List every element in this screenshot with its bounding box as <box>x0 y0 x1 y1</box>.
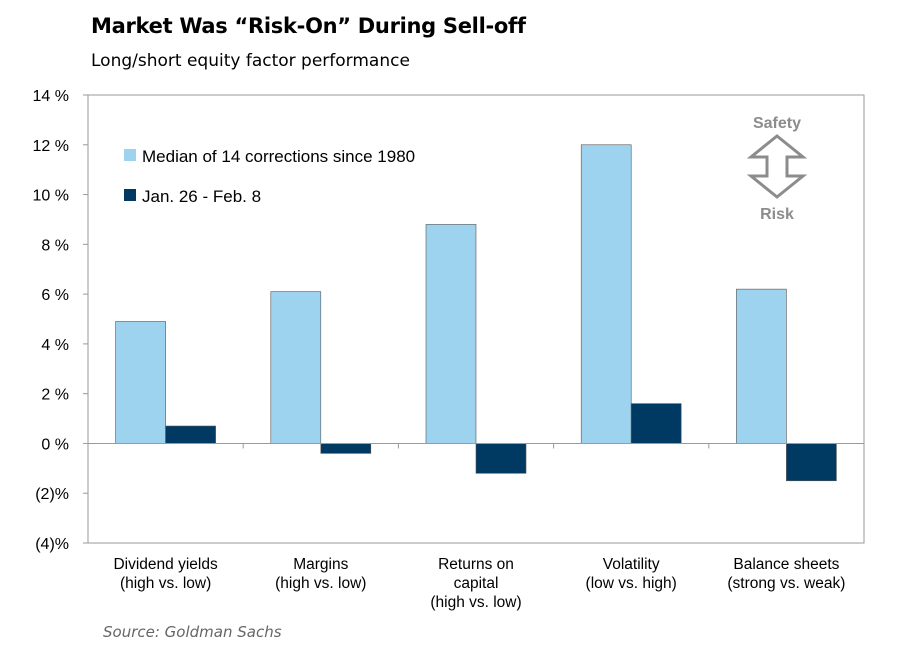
x-category-label: Returns on <box>438 556 514 573</box>
x-category-label: (strong vs. weak) <box>727 575 845 592</box>
x-category-label: (high vs. low) <box>275 575 366 592</box>
y-tick-label: 4 % <box>41 337 69 354</box>
y-tick-label: 6 % <box>41 287 69 304</box>
double-arrow-icon <box>746 134 808 199</box>
y-tick-label: 10 % <box>33 188 69 205</box>
legend-swatch-recent <box>124 189 136 201</box>
legend-label-recent: Jan. 26 - Feb. 8 <box>142 187 261 206</box>
source-note: Source: Goldman Sachs <box>103 623 282 641</box>
bar-recent <box>630 403 682 444</box>
y-tick-label: 12 % <box>33 138 69 155</box>
y-tick-label: 14 % <box>33 88 69 105</box>
y-tick-label: 2 % <box>41 387 69 404</box>
x-category-label: capital <box>454 575 499 592</box>
y-tick-label: (4)% <box>35 536 69 553</box>
chart-title: Market Was “Risk-On” During Sell-off <box>91 14 526 38</box>
y-tick-label: 0 % <box>41 436 69 453</box>
legend-label-median: Median of 14 corrections since 1980 <box>142 147 415 166</box>
bar-median <box>425 224 477 444</box>
bar-recent <box>320 443 372 454</box>
plot-area-border <box>87 94 865 544</box>
risk-label: Risk <box>760 206 794 223</box>
x-category-label: Volatility <box>603 556 660 573</box>
x-axis: Dividend yields (high vs. low) Margins (hig… <box>113 443 845 611</box>
bar-median <box>270 291 322 444</box>
x-category-label: (high vs. low) <box>430 594 521 611</box>
bar-median <box>115 321 166 444</box>
bars <box>115 144 837 482</box>
bar-recent <box>786 443 837 482</box>
x-category-label: (low vs. high) <box>586 575 677 592</box>
x-category-label: (high vs. low) <box>120 575 211 592</box>
bar-recent <box>165 425 216 444</box>
y-tick-label: 8 % <box>41 237 69 254</box>
x-category-label: Balance sheets <box>733 556 839 573</box>
legend-swatch-median <box>124 149 136 161</box>
y-axis: 14 % 12 % 10 % 8 % 6 % 4 % 2 % 0 % (2)% (4)% <box>33 88 88 553</box>
x-category-label: Dividend yields <box>113 556 217 573</box>
bar-recent <box>475 443 527 474</box>
chart-subtitle: Long/short equity factor performance <box>91 51 410 71</box>
legend: Median of 14 corrections since 1980 Jan.… <box>124 147 415 206</box>
safety-label: Safety <box>753 115 801 132</box>
y-tick-label: (2)% <box>35 486 69 503</box>
bar-median <box>736 288 787 444</box>
bar-median <box>580 144 632 444</box>
safety-risk-annotation: Safety Risk <box>746 115 808 223</box>
x-category-label: Margins <box>293 556 348 573</box>
